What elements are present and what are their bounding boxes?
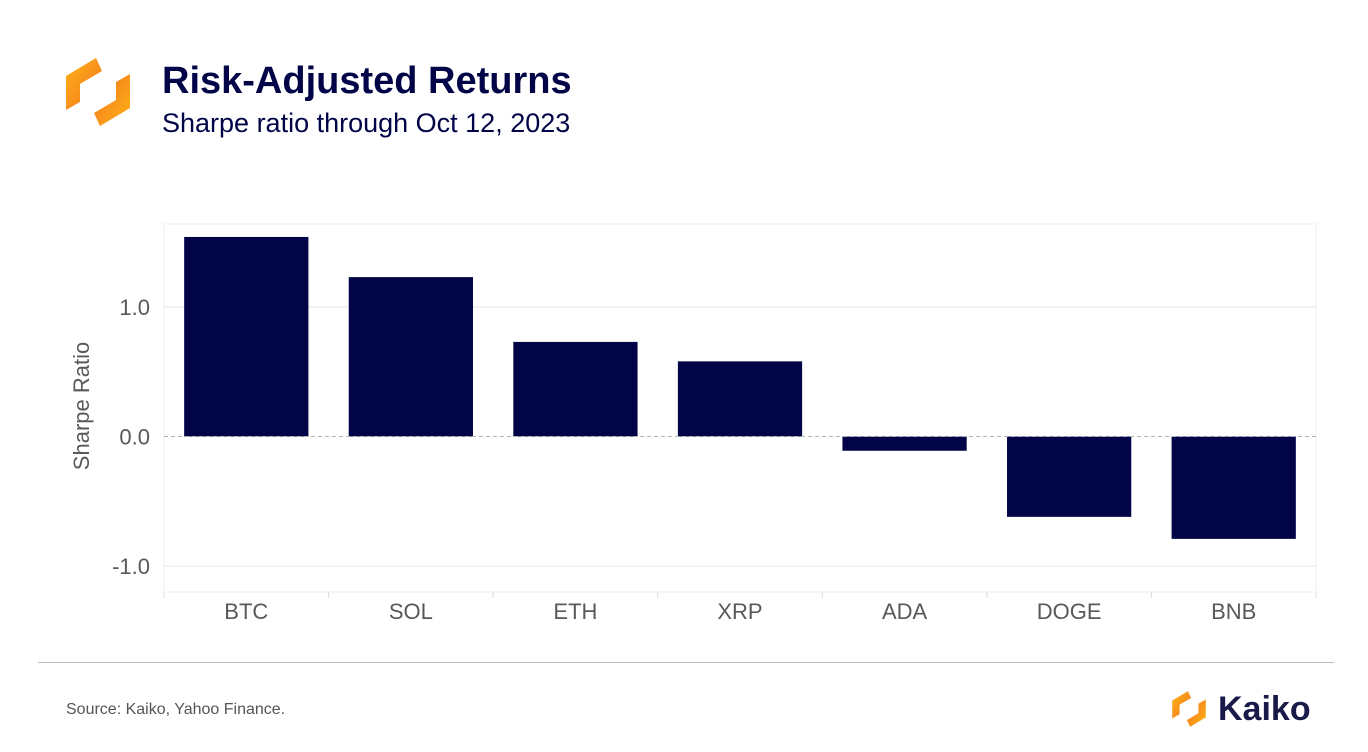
brand-logo: Kaiko (1168, 684, 1311, 734)
x-tick-label: DOGE (1037, 599, 1102, 624)
y-tick-label: 1.0 (119, 295, 150, 320)
x-tick-label: BNB (1211, 599, 1256, 624)
kaiko-logo-icon (1172, 691, 1206, 727)
x-tick-label: XRP (717, 599, 762, 624)
chart-title: Risk-Adjusted Returns (162, 60, 572, 102)
brand-name: Kaiko (1218, 689, 1311, 728)
x-tick-label: BTC (224, 599, 268, 624)
bar (184, 236, 309, 437)
bar (348, 277, 473, 437)
bar (842, 436, 967, 451)
bar (677, 361, 803, 437)
bar (513, 341, 638, 437)
bar (1007, 436, 1132, 517)
bar (1171, 436, 1296, 539)
source-note: Source: Kaiko, Yahoo Finance. (66, 701, 286, 718)
y-tick-label: -1.0 (112, 554, 150, 579)
plot-area-frame (163, 223, 1317, 593)
x-tick-label: SOL (389, 599, 433, 624)
y-tick-label: 0.0 (119, 425, 150, 450)
x-tick-label: ADA (882, 599, 928, 624)
x-tick-label: ETH (553, 599, 597, 624)
footer-divider (38, 662, 1334, 663)
kaiko-logo-icon (66, 58, 130, 126)
y-axis-label: Sharpe Ratio (69, 342, 94, 470)
chart-subtitle: Sharpe ratio through Oct 12, 2023 (162, 108, 571, 138)
